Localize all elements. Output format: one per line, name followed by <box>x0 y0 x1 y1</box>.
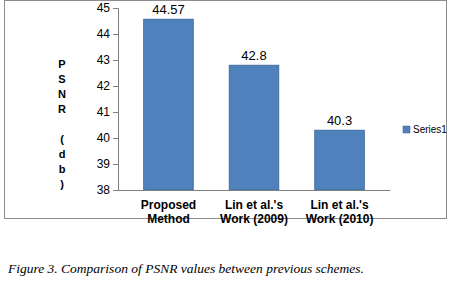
chart-frame <box>5 1 447 219</box>
y-tick-mark <box>113 164 118 165</box>
y-tick-mark <box>113 60 118 61</box>
y-tick: 44 <box>97 27 118 41</box>
bar <box>144 19 194 190</box>
x-tick-label: Lin et al.'sWork (2009) <box>220 198 288 226</box>
caption: Figure 3. Comparison of PSNR values betw… <box>7 261 364 276</box>
y-axis-title: PSNR (db) <box>56 58 68 193</box>
legend-swatch <box>403 126 410 133</box>
y-tick: 45 <box>97 1 118 15</box>
y-tick: 38 <box>97 183 118 197</box>
y-tick-label: 44 <box>97 27 111 41</box>
y-tick-label: 42 <box>97 79 111 93</box>
y-tick: 41 <box>97 105 118 119</box>
x-axis: ProposedMethod Lin et al.'sWork (2009) Lin… <box>119 190 391 226</box>
y-tick: 40 <box>97 131 118 145</box>
y-tick-mark <box>113 34 118 35</box>
legend-label: Series1 <box>413 124 447 135</box>
y-tick: 42 <box>97 79 118 93</box>
legend: Series1 <box>403 124 447 135</box>
y-tick-label: 40 <box>97 131 111 145</box>
x-tick-label: ProposedMethod <box>141 198 196 226</box>
y-tick: 43 <box>97 53 118 67</box>
bar <box>315 130 365 190</box>
y-axis: 38 39 40 41 42 43 44 45 <box>97 1 119 197</box>
y-axis-line <box>113 9 119 191</box>
data-label: 40.3 <box>327 113 352 128</box>
y-tick-mark <box>113 138 118 139</box>
x-tick: Lin et al.'sWork (2009) <box>220 190 288 226</box>
x-tick-label: Lin et al.'sWork (2010) <box>306 198 374 226</box>
y-tick-label: 45 <box>97 1 111 15</box>
y-tick-mark <box>113 8 118 9</box>
data-label: 42.8 <box>241 48 266 63</box>
y-tick-mark <box>113 190 118 191</box>
y-tick-label: 43 <box>97 53 111 67</box>
y-tick-mark <box>113 112 118 113</box>
chart: 44.57 42.8 40.3 38 39 40 41 42 43 44 45 ProposedMet… <box>0 0 458 300</box>
y-tick-label: 38 <box>97 183 111 197</box>
x-tick: Lin et al.'sWork (2010) <box>306 190 374 226</box>
y-tick: 39 <box>97 157 118 171</box>
data-label: 44.57 <box>152 2 185 17</box>
x-axis-line <box>119 190 391 191</box>
bar <box>229 65 279 190</box>
y-tick-label: 41 <box>97 105 111 119</box>
y-tick-label: 39 <box>97 157 111 171</box>
bars <box>144 19 365 190</box>
y-tick-mark <box>113 86 118 87</box>
x-tick: ProposedMethod <box>141 190 196 226</box>
